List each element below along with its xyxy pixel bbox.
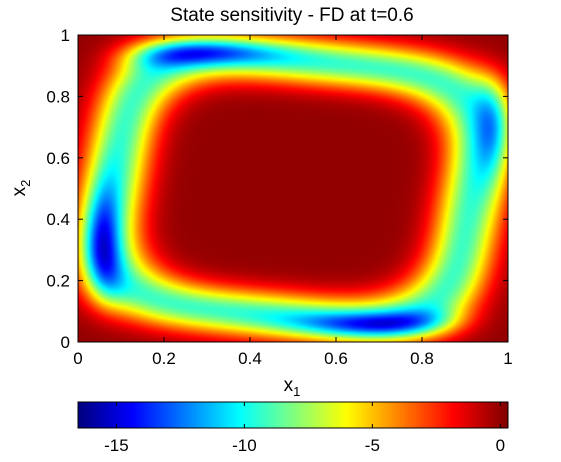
x-tick-label: 0 (73, 349, 82, 368)
y-axis-ticks: 0 0.2 0.4 0.6 0.8 1 (46, 26, 508, 352)
heatmap-image (78, 35, 508, 342)
x-tick-label: 0.4 (238, 349, 262, 368)
y-axis-label-base: x (9, 186, 30, 196)
y-tick-label: 0.2 (46, 272, 70, 291)
chart-title: State sensitivity - FD at t=0.6 (170, 5, 413, 26)
colorbar-tick-label: -15 (104, 436, 129, 455)
plot-frame (77, 34, 509, 343)
y-tick-label: 1 (61, 26, 70, 45)
colorbar-tick-label: -5 (365, 436, 380, 455)
y-tick-label: 0.4 (46, 210, 70, 229)
y-axis-label: x2 (9, 180, 33, 197)
x-axis-label-subscript: 1 (293, 384, 300, 399)
colorbar: -15 -10 -5 0 (77, 401, 509, 455)
x-axis-label: x1 (284, 375, 301, 399)
colorbar-tick-label: -10 (232, 436, 257, 455)
x-tick-label: 0.6 (324, 349, 348, 368)
y-axis-label-subscript: 2 (18, 180, 33, 187)
y-tick-label: 0.6 (46, 149, 70, 168)
y-tick-label: 0.8 (46, 87, 70, 106)
colorbar-frame (77, 401, 509, 429)
x-axis-ticks: 0 0.2 0.4 0.6 0.8 1 (73, 35, 513, 368)
x-tick-label: 1 (503, 349, 512, 368)
y-tick-label: 0 (61, 333, 70, 352)
heatmap-plot-area (77, 34, 509, 343)
x-axis-label-base: x (284, 375, 294, 396)
x-tick-label: 0.2 (152, 349, 176, 368)
x-tick-label: 0.8 (410, 349, 434, 368)
colorbar-tick-label: 0 (496, 436, 505, 455)
colorbar-gradient (78, 402, 508, 428)
colorbar-ticks: -15 -10 -5 0 (104, 402, 505, 455)
